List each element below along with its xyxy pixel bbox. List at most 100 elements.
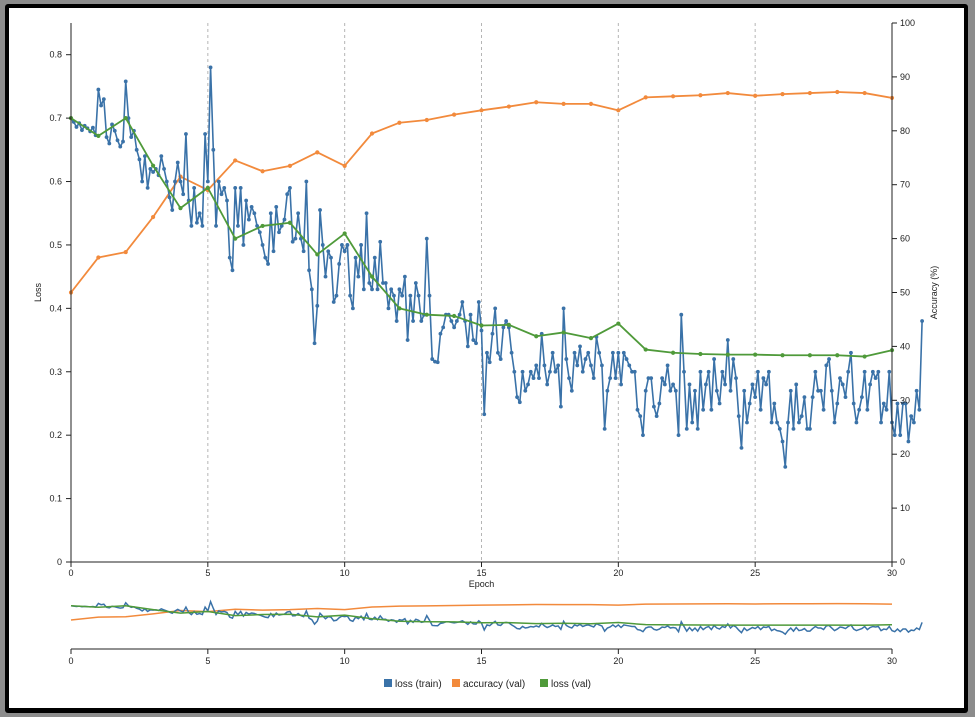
point-loss-train--61[interactable] <box>236 224 240 228</box>
point-loss-val--16[interactable] <box>506 322 511 327</box>
point-loss-train--74[interactable] <box>271 249 276 254</box>
point-loss-train--297[interactable] <box>881 401 886 406</box>
point-loss-train--286[interactable] <box>851 401 856 406</box>
point-loss-train--261[interactable] <box>783 464 788 469</box>
point-loss-train--115[interactable] <box>383 281 388 285</box>
point-loss-train--104[interactable] <box>353 255 358 260</box>
point-loss-val--9[interactable] <box>315 252 320 257</box>
point-loss-train--127[interactable] <box>416 293 421 298</box>
point-loss-train--108[interactable] <box>364 211 369 216</box>
point-loss-train--276[interactable] <box>824 363 829 368</box>
point-loss-train--201[interactable] <box>619 382 623 387</box>
point-loss-train--153[interactable] <box>487 360 492 365</box>
point-loss-train--290[interactable] <box>862 369 867 374</box>
point-loss-train--126[interactable] <box>413 281 418 285</box>
point-loss-train--162[interactable] <box>512 369 517 374</box>
point-loss-val--25[interactable] <box>753 352 758 357</box>
point-loss-train--12[interactable] <box>101 97 106 101</box>
point-loss-train--223[interactable] <box>679 312 684 317</box>
point-loss-train--17[interactable] <box>115 138 120 143</box>
point-loss-train--98[interactable] <box>337 262 342 266</box>
point-loss-train--231[interactable] <box>701 407 706 412</box>
point-loss-val--24[interactable] <box>725 352 730 357</box>
point-loss-train--148[interactable] <box>474 341 478 346</box>
point-loss-train--216[interactable] <box>660 376 665 381</box>
point-loss-train--38[interactable] <box>173 179 177 184</box>
point-loss-train--173[interactable] <box>542 363 547 368</box>
point-loss-train--246[interactable] <box>742 388 747 393</box>
point-loss-train--247[interactable] <box>745 420 749 425</box>
point-loss-val--12[interactable] <box>397 306 402 311</box>
point-loss-val--19[interactable] <box>588 336 594 341</box>
point-loss-val--23[interactable] <box>698 351 703 357</box>
point-loss-train--225[interactable] <box>684 426 689 431</box>
point-loss-train--218[interactable] <box>665 363 670 368</box>
point-loss-train--75[interactable] <box>274 204 279 209</box>
point-loss-train--199[interactable] <box>613 376 618 381</box>
point-loss-train--273[interactable] <box>816 388 821 393</box>
point-loss-train--307[interactable] <box>909 414 914 419</box>
point-loss-train--132[interactable] <box>430 357 435 361</box>
point-loss-train--179[interactable] <box>558 404 563 409</box>
point-loss-train--62[interactable] <box>238 185 243 190</box>
point-loss-train--264[interactable] <box>791 426 796 431</box>
point-loss-train--140[interactable] <box>452 325 457 330</box>
point-loss-train--79[interactable] <box>285 192 290 197</box>
point-loss-train--52[interactable] <box>211 147 216 152</box>
point-loss-train--36[interactable] <box>167 195 172 200</box>
point-loss-train--68[interactable] <box>255 224 259 228</box>
point-loss-train--209[interactable] <box>641 433 645 438</box>
point-loss-train--131[interactable] <box>427 293 432 298</box>
point-loss-train--16[interactable] <box>112 128 117 133</box>
point-loss-train--124[interactable] <box>408 293 413 298</box>
point-loss-train--302[interactable] <box>895 401 900 406</box>
point-loss-train--24[interactable] <box>134 147 139 152</box>
point-loss-train--186[interactable] <box>578 344 582 349</box>
point-loss-train--156[interactable] <box>496 350 500 355</box>
point-loss-train--230[interactable] <box>698 369 703 374</box>
point-loss-val--22[interactable] <box>670 350 676 355</box>
point-loss-train--200[interactable] <box>616 350 621 355</box>
point-loss-train--69[interactable] <box>257 230 262 235</box>
point-loss-train--274[interactable] <box>818 388 823 393</box>
point-loss-train--167[interactable] <box>526 382 530 387</box>
point-loss-train--253[interactable] <box>761 376 766 381</box>
point-loss-train--245[interactable] <box>739 445 744 450</box>
point-loss-train--150[interactable] <box>479 328 484 333</box>
point-loss-train--234[interactable] <box>709 407 714 412</box>
point-accuracy-val--3[interactable] <box>151 214 156 220</box>
point-loss-train--189[interactable] <box>586 350 591 355</box>
point-loss-train--303[interactable] <box>898 433 903 438</box>
point-loss-train--220[interactable] <box>671 382 675 387</box>
point-loss-val--8[interactable] <box>287 220 293 225</box>
point-loss-train--112[interactable] <box>375 287 380 292</box>
point-loss-train--232[interactable] <box>704 382 708 387</box>
point-accuracy-val--11[interactable] <box>369 131 375 136</box>
point-loss-train--141[interactable] <box>454 319 459 323</box>
point-loss-train--130[interactable] <box>424 236 429 241</box>
point-loss-train--236[interactable] <box>714 388 719 393</box>
legend-item-loss-val[interactable]: loss (val) <box>540 679 591 690</box>
point-loss-train--100[interactable] <box>342 249 347 254</box>
point-loss-train--254[interactable] <box>764 382 769 387</box>
point-loss-train--161[interactable] <box>509 350 514 355</box>
point-loss-train--252[interactable] <box>758 407 763 412</box>
point-loss-train--237[interactable] <box>717 401 722 406</box>
point-loss-train--164[interactable] <box>517 400 522 405</box>
point-loss-train--105[interactable] <box>356 274 361 279</box>
point-loss-train--110[interactable] <box>370 287 374 292</box>
point-loss-train--287[interactable] <box>854 420 859 425</box>
point-loss-train--241[interactable] <box>728 388 733 393</box>
point-loss-train--159[interactable] <box>504 319 509 323</box>
point-loss-train--217[interactable] <box>662 382 667 387</box>
point-loss-train--291[interactable] <box>865 407 870 412</box>
point-loss-val--26[interactable] <box>780 353 785 358</box>
point-accuracy-val--8[interactable] <box>287 163 293 168</box>
point-loss-train--116[interactable] <box>386 306 391 311</box>
point-loss-train--208[interactable] <box>638 414 643 419</box>
point-loss-train--56[interactable] <box>222 185 227 190</box>
point-loss-train--59[interactable] <box>230 268 235 273</box>
point-loss-train--278[interactable] <box>829 388 834 393</box>
point-loss-train--284[interactable] <box>846 369 851 374</box>
point-loss-train--265[interactable] <box>794 382 799 387</box>
